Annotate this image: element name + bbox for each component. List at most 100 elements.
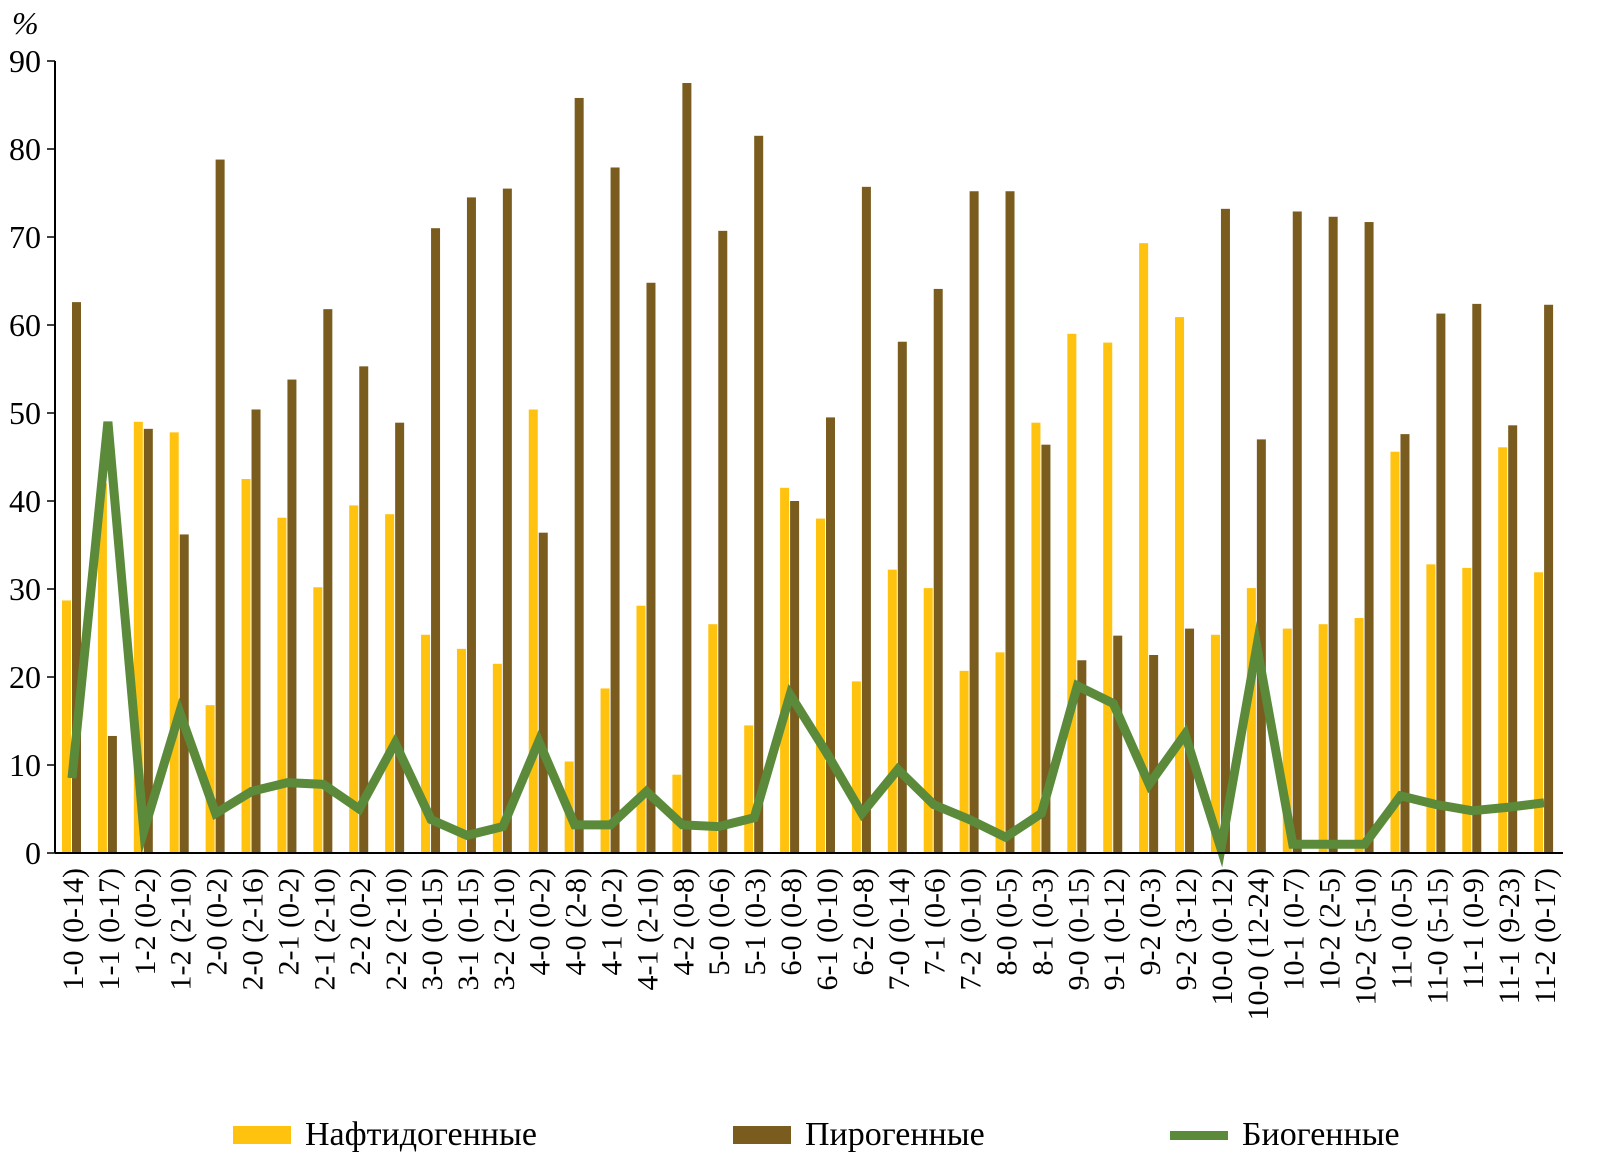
x-tick-label: 6-0 (0-8) xyxy=(775,868,808,975)
bar-pyrogenic xyxy=(251,409,261,853)
bar-naftidogenic xyxy=(1498,447,1508,853)
bar-naftidogenic xyxy=(1139,243,1149,853)
bar-pyrogenic xyxy=(1400,434,1410,853)
x-tick-label: 10-0 (0-12) xyxy=(1206,868,1239,1005)
legend-line-biogenic xyxy=(1170,1130,1228,1140)
x-tick-label: 5-0 (0-6) xyxy=(703,868,736,975)
bar-naftidogenic xyxy=(349,505,359,853)
line-biogenic xyxy=(67,421,1545,868)
bar-naftidogenic xyxy=(600,688,610,853)
x-tick-label: 9-0 (0-15) xyxy=(1062,868,1095,990)
bar-pyrogenic xyxy=(826,417,835,853)
y-tick-label: 80 xyxy=(9,131,41,167)
x-tick-label: 1-2 (0-2) xyxy=(129,868,162,975)
bar-pyrogenic xyxy=(1005,191,1015,854)
y-tick-label: 60 xyxy=(9,307,41,343)
x-tick-label: 11-1 (9-23) xyxy=(1493,868,1526,1004)
bar-naftidogenic xyxy=(1210,634,1220,853)
y-tick-label: 20 xyxy=(9,659,41,695)
x-tick-label: 1-0 (0-14) xyxy=(57,868,90,990)
x-tick-label: 3-1 (0-15) xyxy=(452,868,485,990)
bar-naftidogenic xyxy=(241,479,251,853)
x-tick-label: 1-2 (2-10) xyxy=(165,868,198,990)
x-tick-label: 6-1 (0-10) xyxy=(811,868,844,990)
x-tick-label: 11-1 (0-9) xyxy=(1457,868,1490,989)
bar-pyrogenic xyxy=(574,97,584,853)
bar-pyrogenic xyxy=(682,83,692,853)
y-axis-ticks: 0 10 20 30 40 50 60 70 80 90 xyxy=(9,43,55,871)
bar-pyrogenic xyxy=(861,186,871,854)
bar-naftidogenic xyxy=(1175,317,1185,854)
x-tick-label: 11-0 (5-15) xyxy=(1421,868,1454,1004)
x-tick-label: 7-2 (0-10) xyxy=(955,868,988,990)
x-tick-label: 11-0 (0-5) xyxy=(1385,868,1418,989)
x-tick-label: 4-0 (2-8) xyxy=(560,868,593,975)
bar-pyrogenic xyxy=(969,191,979,854)
bar-pyrogenic xyxy=(1041,444,1051,853)
bar-naftidogenic xyxy=(277,517,287,853)
x-tick-label: 9-1 (0-12) xyxy=(1098,868,1131,990)
bar-naftidogenic xyxy=(1103,342,1113,853)
bar-pyrogenic xyxy=(215,159,225,853)
x-tick-label: 4-1 (2-10) xyxy=(631,868,664,990)
bar-naftidogenic xyxy=(169,432,179,853)
bar-pyrogenic xyxy=(790,501,800,853)
bar-pyrogenic xyxy=(718,230,728,854)
bar-naftidogenic xyxy=(1426,564,1436,853)
x-tick-label: 9-2 (3-12) xyxy=(1170,868,1203,990)
bar-naftidogenic xyxy=(959,670,969,853)
bar-pyrogenic xyxy=(1328,216,1338,853)
bar-pyrogenic xyxy=(72,302,81,853)
x-tick-label: 2-1 (0-2) xyxy=(272,868,305,975)
bar-pyrogenic xyxy=(933,288,943,853)
bar-pyrogenic xyxy=(538,532,548,853)
bar-pyrogenic xyxy=(179,534,189,853)
axes xyxy=(54,61,1563,854)
legend-label-pyrogenic: Пирогенные xyxy=(805,1116,985,1153)
bar-pyrogenic xyxy=(1113,635,1123,853)
y-axis-unit-label: % xyxy=(12,5,39,41)
x-tick-label: 2-2 (0-2) xyxy=(344,868,377,975)
bar-pyrogenic xyxy=(646,282,656,853)
x-tick-label: 4-1 (0-2) xyxy=(596,868,629,975)
x-tick-label: 11-2 (0-17) xyxy=(1529,868,1562,1004)
x-tick-label: 3-0 (0-15) xyxy=(416,868,449,990)
bar-naftidogenic xyxy=(1246,588,1256,853)
x-tick-label: 2-1 (2-10) xyxy=(308,868,341,990)
x-tick-label: 8-1 (0-3) xyxy=(1026,868,1059,975)
legend: Нафтидогенные Пирогенные Биогенные xyxy=(0,1118,1599,1158)
bar-naftidogenic xyxy=(1462,567,1472,853)
bar-pyrogenic xyxy=(897,341,907,853)
legend-swatch-pyrogenic xyxy=(733,1126,791,1144)
bar-pyrogenic xyxy=(1220,208,1230,854)
bar-naftidogenic xyxy=(1067,333,1077,853)
bar-naftidogenic xyxy=(780,487,790,853)
x-tick-label: 9-2 (0-3) xyxy=(1134,868,1167,975)
bar-naftidogenic xyxy=(708,624,718,853)
x-tick-label: 1-1 (0-17) xyxy=(93,868,126,990)
x-tick-label: 2-0 (0-2) xyxy=(201,868,234,975)
x-tick-label: 2-2 (2-10) xyxy=(380,868,413,990)
bar-pyrogenic xyxy=(1149,655,1159,853)
bar-naftidogenic xyxy=(1031,422,1041,853)
bar-naftidogenic xyxy=(816,518,825,853)
x-tick-label: 10-2 (5-10) xyxy=(1350,868,1383,1005)
bar-pyrogenic xyxy=(323,309,333,853)
bar-naftidogenic xyxy=(1282,628,1292,853)
bar-pyrogenic xyxy=(1292,211,1302,854)
bars xyxy=(62,83,1554,854)
x-tick-label: 4-0 (0-2) xyxy=(524,868,557,975)
x-tick-label: 10-1 (0-7) xyxy=(1278,868,1311,990)
y-tick-label: 10 xyxy=(9,747,41,783)
bar-pyrogenic xyxy=(431,228,441,853)
bar-pyrogenic xyxy=(466,197,476,853)
bar-pyrogenic xyxy=(359,366,369,853)
bar-pyrogenic xyxy=(754,135,764,854)
bar-naftidogenic xyxy=(133,421,143,853)
bar-naftidogenic xyxy=(636,605,646,853)
bar-pyrogenic xyxy=(502,188,512,854)
bar-naftidogenic xyxy=(995,652,1005,853)
legend-item-biogenic: Биогенные xyxy=(1170,1118,1400,1152)
x-tick-label: 3-2 (2-10) xyxy=(488,868,521,990)
y-tick-label: 30 xyxy=(9,571,41,607)
